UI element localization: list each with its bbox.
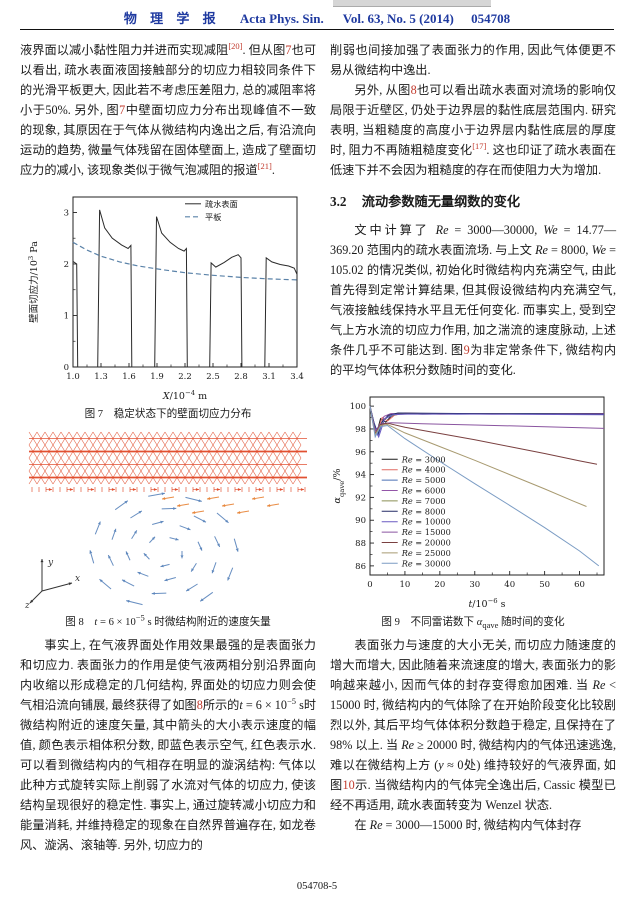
svg-text:Re = 20000: Re = 20000 (401, 538, 451, 548)
svg-text:1.6: 1.6 (122, 372, 136, 382)
figure9-caption: 图 9 不同雷诺数下 αqave 随时间的变化 (381, 617, 565, 631)
figure8-velocity-vector-plot: y x z (24, 431, 307, 611)
svg-text:50: 50 (539, 580, 550, 590)
svg-text:Re = 10000: Re = 10000 (401, 517, 451, 527)
paragraph-5: 文中计算了 Re = 3000—30000, We = 14.77—369.20… (330, 223, 617, 377)
journal-header: 物 理 学 报 Acta Phys. Sin. Vol. 63, No. 5 (… (0, 8, 634, 27)
svg-text:90: 90 (355, 516, 366, 526)
paragraph-2: 事实上, 在气液界面处作用效果最强的是表面张力和切应力. 表面张力的作用是使气液… (20, 638, 317, 852)
svg-text:αqave/%: αqave/% (332, 469, 346, 504)
svg-text:10: 10 (400, 580, 411, 590)
journal-title-cn: 物 理 学 报 (123, 11, 221, 26)
svg-text:0: 0 (367, 580, 372, 590)
page-number: 054708-5 (296, 881, 338, 892)
svg-text:92: 92 (355, 493, 366, 503)
svg-text:1.3: 1.3 (94, 372, 108, 382)
figure-9: 0 10 20 30 40 50 60 86 88 90 92 94 96 98 100 t/10−6 s αq… (330, 387, 616, 630)
svg-text:z: z (24, 601, 30, 611)
paragraph-7: 在 Re = 3000—15000 时, 微结构内气体封存 (354, 818, 582, 832)
right-column: 削弱也间接加强了表面张力的作用, 因此气体便更不易从微结构中逸出. 另外, 从图… (330, 40, 616, 835)
paragraph-1: 液界面以减小黏性阻力并进而实现减阻[20]. 但从图7也可以看出, 疏水表面液固… (20, 40, 317, 177)
figure-7: 1.0 1.3 1.6 1.9 2.2 2.5 2.8 3.1 3.4 0 1 2 3 X/10−4 m 壁… (20, 187, 316, 422)
svg-text:1.9: 1.9 (150, 372, 164, 382)
svg-text:x: x (75, 574, 80, 584)
left-column: 液界面以减小黏性阻力并进而实现减阻[20]. 但从图7也可以看出, 疏水表面液固… (20, 40, 316, 855)
svg-text:0: 0 (64, 363, 69, 373)
svg-text:平板: 平板 (205, 212, 221, 222)
svg-text:壁面切应力/103 Pa: 壁面切应力/103 Pa (27, 241, 40, 323)
article-number: 054708 (471, 11, 511, 26)
svg-text:Re = 6000: Re = 6000 (401, 486, 446, 496)
section-number: 3.2 (330, 194, 347, 209)
svg-text:1.0: 1.0 (66, 372, 80, 382)
svg-text:3: 3 (64, 208, 69, 218)
svg-text:98: 98 (355, 425, 366, 435)
svg-text:t/10−6 s: t/10−6 s (468, 597, 505, 610)
svg-text:疏水表面: 疏水表面 (205, 199, 238, 209)
screen-artifact (333, 0, 491, 7)
svg-text:Re = 30000: Re = 30000 (401, 558, 451, 568)
journal-title-en: Acta Phys. Sin. (239, 11, 324, 26)
svg-text:20: 20 (434, 580, 445, 590)
svg-text:40: 40 (504, 580, 515, 590)
header-rule (20, 29, 614, 30)
svg-text:2.8: 2.8 (234, 372, 248, 382)
svg-text:Re = 3000: Re = 3000 (401, 454, 446, 464)
svg-text:2.5: 2.5 (206, 372, 220, 382)
svg-text:Re = 4000: Re = 4000 (401, 465, 446, 475)
svg-text:y: y (47, 558, 54, 568)
svg-text:Re = 15000: Re = 15000 (401, 527, 451, 537)
svg-text:Re = 7000: Re = 7000 (401, 496, 446, 506)
svg-text:2: 2 (64, 260, 69, 270)
svg-text:3.4: 3.4 (290, 372, 304, 382)
paragraph-4: 另外, 从图8也可以看出疏水表面对流场的影响仅局限于近壁区, 仍处于边界层的黏性… (330, 83, 617, 177)
svg-text:3.1: 3.1 (262, 372, 276, 382)
svg-text:30: 30 (469, 580, 480, 590)
figure-8: y x z 图 8 t = 6 × 10−5 s 时微结构附近的速度矢量 (20, 429, 316, 630)
journal-volume: Vol. 63, No. 5 (2014) (342, 11, 454, 26)
svg-text:86: 86 (355, 562, 366, 572)
svg-text:1: 1 (64, 311, 69, 321)
paragraph-6: 表面张力与速度的大小无关, 而切应力随速度的增大而增大, 因此随着来流速度的增大… (330, 638, 617, 812)
svg-text:60: 60 (574, 580, 585, 590)
figure8-caption: 图 8 t = 6 × 10−5 s 时微结构附近的速度矢量 (65, 612, 271, 628)
svg-text:100: 100 (350, 402, 366, 412)
figure7-shear-stress-chart: 1.0 1.3 1.6 1.9 2.2 2.5 2.8 3.1 3.4 0 1 2 3 X/10−4 m 壁… (27, 196, 304, 402)
svg-text:96: 96 (355, 448, 366, 458)
svg-text:Re = 5000: Re = 5000 (401, 475, 446, 485)
figure9-gas-fraction-chart: 0 10 20 30 40 50 60 86 88 90 92 94 96 98 100 t/10−6 s αq… (332, 396, 605, 610)
svg-text:88: 88 (355, 539, 366, 549)
svg-text:Re = 25000: Re = 25000 (401, 548, 451, 558)
svg-text:2.2: 2.2 (178, 372, 192, 382)
figure7-caption: 图 7 稳定状态下的壁面切应力分布 (84, 409, 252, 420)
svg-text:Re = 8000: Re = 8000 (401, 506, 446, 516)
section-heading: 3.2 流动参数随无量纲数的变化 (330, 192, 616, 212)
paragraph-3: 削弱也间接加强了表面张力的作用, 因此气体便更不易从微结构中逸出. (330, 43, 616, 77)
svg-text:94: 94 (355, 471, 366, 481)
svg-text:X/10−4 m: X/10−4 m (162, 389, 207, 402)
section-title: 流动参数随无量纲数的变化 (361, 194, 521, 209)
